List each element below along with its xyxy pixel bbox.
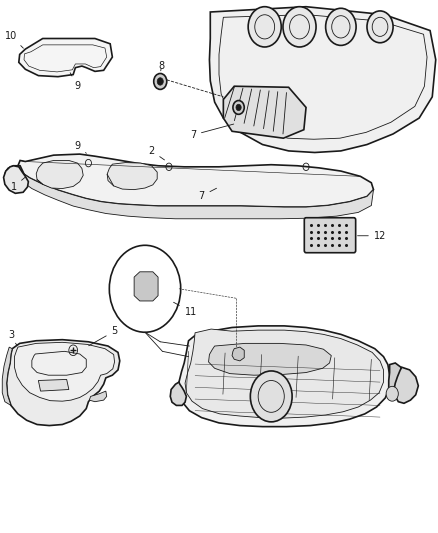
Text: 9: 9 xyxy=(70,73,81,91)
Circle shape xyxy=(233,101,244,114)
Polygon shape xyxy=(185,329,384,418)
Circle shape xyxy=(367,11,393,43)
Polygon shape xyxy=(19,38,113,77)
Polygon shape xyxy=(208,343,331,375)
Circle shape xyxy=(236,104,241,111)
Polygon shape xyxy=(7,340,120,425)
Text: 10: 10 xyxy=(5,31,23,48)
Polygon shape xyxy=(18,154,374,207)
Text: 8: 8 xyxy=(159,61,165,71)
Circle shape xyxy=(154,74,167,90)
Polygon shape xyxy=(134,272,158,301)
Polygon shape xyxy=(179,326,390,426)
Circle shape xyxy=(251,371,292,422)
Polygon shape xyxy=(107,163,157,190)
Text: 9: 9 xyxy=(74,141,86,154)
Polygon shape xyxy=(14,166,374,219)
Text: 3: 3 xyxy=(8,330,17,345)
Polygon shape xyxy=(4,166,28,193)
Text: 5: 5 xyxy=(88,326,118,346)
FancyBboxPatch shape xyxy=(304,217,356,253)
Text: 11: 11 xyxy=(173,302,197,317)
Polygon shape xyxy=(39,379,69,391)
Polygon shape xyxy=(223,86,306,138)
Circle shape xyxy=(110,245,181,332)
Polygon shape xyxy=(36,160,83,189)
Circle shape xyxy=(157,78,163,85)
Text: 2: 2 xyxy=(148,146,165,160)
Text: 1: 1 xyxy=(11,177,25,192)
Circle shape xyxy=(325,9,356,45)
Polygon shape xyxy=(394,367,418,403)
Text: 12: 12 xyxy=(357,231,386,241)
Circle shape xyxy=(386,386,398,401)
Polygon shape xyxy=(2,347,12,406)
Polygon shape xyxy=(389,363,403,394)
Polygon shape xyxy=(209,7,436,152)
Text: 7: 7 xyxy=(190,124,234,140)
Polygon shape xyxy=(89,391,107,402)
Circle shape xyxy=(283,7,316,47)
Polygon shape xyxy=(5,166,25,191)
Polygon shape xyxy=(14,342,115,401)
Circle shape xyxy=(248,7,281,47)
Text: 7: 7 xyxy=(198,188,216,201)
Polygon shape xyxy=(232,347,244,361)
Polygon shape xyxy=(170,382,186,406)
